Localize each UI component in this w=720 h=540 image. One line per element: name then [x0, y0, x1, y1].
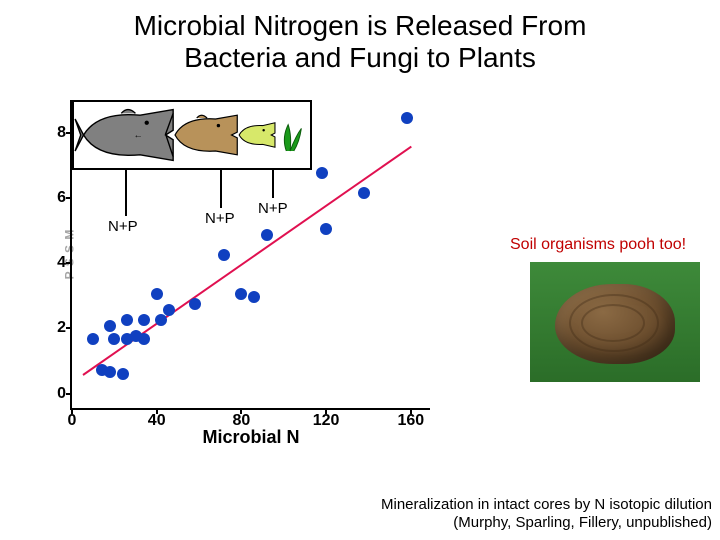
- data-point: [155, 314, 167, 326]
- pooh-caption: Soil organisms pooh too!: [510, 236, 686, 254]
- arrow-line: [125, 168, 127, 216]
- data-point: [163, 304, 175, 316]
- data-point: [117, 368, 129, 380]
- arrow-line: [220, 168, 222, 208]
- data-point: [151, 288, 163, 300]
- footnote-line1: Mineralization in intact cores by N isot…: [381, 496, 712, 513]
- footnote-line2: (Murphy, Sparling, Fillery, unpublished): [453, 514, 712, 531]
- np-label-1: N+P: [108, 218, 138, 235]
- data-point: [138, 333, 150, 345]
- dung-photo: [530, 262, 700, 382]
- y-tick-mark: [66, 327, 72, 329]
- data-point: [87, 333, 99, 345]
- footnote: Mineralization in intact cores by N isot…: [381, 496, 712, 532]
- title-line2: Bacteria and Fungi to Plants: [184, 42, 536, 73]
- food-chain-svg: ←: [74, 102, 310, 168]
- np-label-2: N+P: [205, 210, 235, 227]
- data-point: [316, 167, 328, 179]
- y-tick-mark: [66, 393, 72, 395]
- data-point: [235, 288, 247, 300]
- x-tick-mark: [156, 408, 158, 414]
- small-fish-icon: [239, 123, 275, 148]
- data-point: [121, 314, 133, 326]
- data-point: [104, 320, 116, 332]
- data-point: [358, 187, 370, 199]
- data-point: [218, 249, 230, 261]
- arrow-line: [272, 168, 274, 198]
- data-point: [138, 314, 150, 326]
- np-label-3: N+P: [258, 200, 288, 217]
- data-point: [261, 229, 273, 241]
- data-point: [104, 366, 116, 378]
- data-point: [320, 223, 332, 235]
- data-point: [248, 291, 260, 303]
- y-tick-mark: [66, 262, 72, 264]
- data-point: [108, 333, 120, 345]
- x-tick-mark: [240, 408, 242, 414]
- x-axis-label: Microbial N: [202, 427, 299, 448]
- food-chain-illustration: ←: [72, 100, 312, 170]
- y-tick-mark: [66, 197, 72, 199]
- svg-text:←: ←: [134, 129, 143, 140]
- title-line1: Microbial Nitrogen is Released From: [134, 10, 587, 41]
- data-point: [189, 298, 201, 310]
- x-tick-mark: [325, 408, 327, 414]
- x-tick-mark: [410, 408, 412, 414]
- data-point: [401, 112, 413, 124]
- dung-shape: [555, 284, 675, 364]
- slide-title: Microbial Nitrogen is Released From Bact…: [0, 0, 720, 82]
- plant-icon: [284, 125, 301, 151]
- x-tick-mark: [71, 408, 73, 414]
- large-fish-icon: ←: [75, 110, 173, 161]
- mid-fish-icon: [175, 115, 237, 155]
